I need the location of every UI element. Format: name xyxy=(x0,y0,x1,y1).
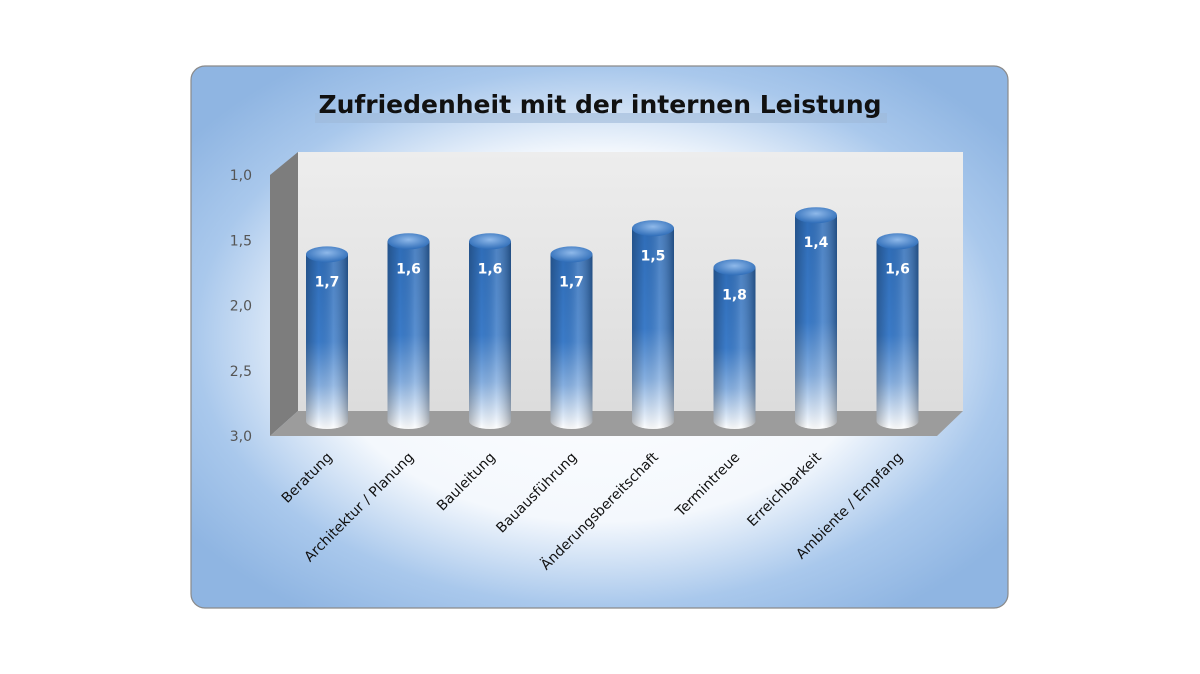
y-tick-label: 3,0 xyxy=(230,429,252,445)
bar-cap xyxy=(306,246,348,263)
bar-cap xyxy=(876,233,919,250)
bar: 1,6 xyxy=(876,233,919,429)
bar: 1,6 xyxy=(469,233,511,429)
bar-cap xyxy=(469,233,511,250)
bar-shading xyxy=(550,254,593,429)
bar-value-label: 1,7 xyxy=(315,274,340,290)
bar-value-label: 1,7 xyxy=(559,274,584,290)
bar: 1,7 xyxy=(550,246,593,429)
side-wall xyxy=(270,152,298,436)
y-tick-label: 2,0 xyxy=(230,299,252,315)
bar-shading xyxy=(387,241,430,429)
bar-cap xyxy=(713,259,756,276)
bar-value-label: 1,6 xyxy=(396,261,421,277)
y-tick-label: 1,5 xyxy=(230,233,252,249)
y-tick-label: 1,0 xyxy=(230,168,252,184)
bar-cap xyxy=(550,246,593,263)
bar: 1,7 xyxy=(306,246,348,429)
bar: 1,4 xyxy=(795,207,837,429)
bar-value-label: 1,8 xyxy=(722,287,747,303)
bar-shading xyxy=(469,241,511,429)
bar-shading xyxy=(713,267,756,429)
title-shadow xyxy=(315,113,887,123)
bar-shading xyxy=(306,254,348,429)
bar-cap xyxy=(632,220,674,237)
bar-value-label: 1,5 xyxy=(641,248,666,264)
chart-title: Zufriedenheit mit der internen Leistung xyxy=(318,90,881,119)
bar-cap xyxy=(387,233,430,250)
bar-value-label: 1,6 xyxy=(478,261,503,277)
bar-value-label: 1,6 xyxy=(885,261,910,277)
bar-shading xyxy=(632,228,674,429)
bar-shading xyxy=(795,215,837,429)
bar: 1,5 xyxy=(632,220,674,429)
floor xyxy=(270,411,963,436)
y-tick-label: 2,5 xyxy=(230,364,252,380)
bar-shading xyxy=(876,241,919,429)
bar-cap xyxy=(795,207,837,224)
bar: 1,8 xyxy=(713,259,756,429)
bar: 1,6 xyxy=(387,233,430,429)
bar-value-label: 1,4 xyxy=(804,235,829,251)
